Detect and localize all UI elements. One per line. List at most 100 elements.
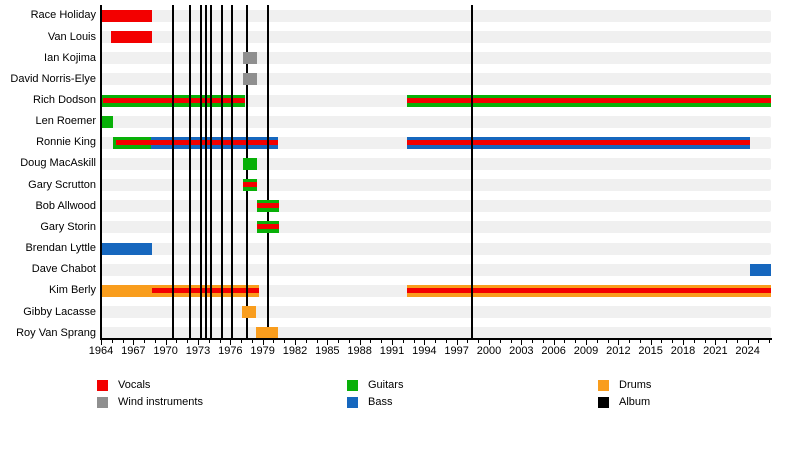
axis-tick-label: 1982 (282, 345, 308, 357)
axis-tick-label: 1997 (444, 345, 469, 357)
axis-tick (381, 340, 383, 343)
axis-tick (510, 340, 512, 343)
timeline-bar-guitars (407, 94, 771, 107)
axis-tick (456, 340, 458, 345)
axis-tick (726, 340, 728, 343)
axis-tick (295, 340, 296, 345)
axis-tick-label: 1985 (315, 345, 340, 357)
axis-tick (553, 340, 555, 345)
axis-tick-label: 2009 (573, 345, 599, 357)
member-label: Rich Dodson (33, 94, 96, 106)
album-line (171, 5, 174, 339)
axis-tick (693, 340, 695, 343)
album-line (470, 5, 473, 339)
axis-tick-label: 1994 (412, 345, 437, 357)
member-label: Roy Van Sprang (16, 326, 96, 339)
member-label: Brendan Lyttle (25, 242, 96, 255)
timeline-bar-drums (256, 327, 279, 340)
timeline-bar-bass (150, 136, 279, 149)
vocals-stripe (116, 139, 151, 145)
axis-tick (305, 340, 307, 343)
album-line (189, 5, 192, 339)
member-label: Ian Kojima (44, 51, 96, 64)
y-axis-line (100, 5, 102, 340)
axis-tick (521, 340, 523, 345)
axis-tick (402, 340, 404, 343)
axis-tick-label: 1973 (185, 345, 211, 357)
axis-tick-label: 2015 (638, 345, 663, 357)
timeline-bar-guitars (256, 200, 280, 213)
axis-tick (478, 340, 480, 343)
timeline-bar-vocals (111, 31, 152, 44)
legend-swatch-guitars (347, 380, 358, 391)
axis-tick (435, 340, 437, 343)
axis-tick (338, 340, 340, 343)
axis-tick (348, 340, 350, 343)
member-label: Doug MacAskill (20, 157, 96, 170)
timeline-bar-wind (243, 52, 257, 65)
timeline-bar-guitars (243, 157, 257, 170)
member-label: Dave Chabot (31, 263, 96, 276)
member-label: Bob Allwood (35, 199, 96, 212)
axis-tick-label: 2003 (509, 345, 534, 357)
member-label: Van Louis (47, 30, 96, 43)
axis-tick (359, 340, 361, 345)
axis-tick (532, 340, 534, 343)
axis-tick (499, 340, 501, 343)
vocals-stripe (256, 224, 280, 230)
axis-tick (133, 340, 135, 345)
legend-swatch-wind (97, 397, 108, 408)
axis-tick (747, 340, 749, 345)
timeline-bar-drums (241, 306, 257, 318)
axis-tick-label: 2000 (476, 345, 502, 357)
member-label: Race Holiday (30, 9, 96, 22)
axis-tick (154, 340, 156, 343)
axis-tick (219, 340, 221, 343)
vocals-stripe (407, 139, 750, 145)
axis-tick (758, 340, 760, 343)
vocals-stripe (256, 203, 280, 209)
album-line (210, 5, 213, 339)
axis-tick (467, 340, 469, 343)
timeline-bar-bass (407, 136, 750, 149)
axis-tick (769, 340, 771, 343)
axis-tick-label: 1991 (379, 345, 405, 357)
album-line (231, 5, 234, 339)
axis-tick-label: 1988 (347, 345, 372, 357)
axis-tick (208, 340, 210, 343)
legend-label: Wind instruments (118, 396, 203, 408)
vocals-stripe (103, 97, 245, 103)
axis-tick-label: 2006 (541, 345, 566, 357)
axis-tick (445, 340, 447, 343)
vocals-stripe (407, 287, 771, 293)
legend-label: Vocals (118, 379, 151, 391)
axis-tick (736, 340, 738, 343)
album-line (220, 5, 223, 339)
axis-tick (273, 340, 275, 343)
axis-tick (704, 340, 706, 343)
axis-tick (639, 340, 641, 343)
axis-tick (607, 340, 609, 343)
axis-tick-label: 2012 (606, 345, 631, 357)
vocals-stripe (407, 97, 771, 103)
member-label: Gibby Lacasse (23, 305, 96, 318)
axis-tick (596, 340, 598, 343)
vocals-stripe (243, 182, 257, 188)
member-label: David Norris-Elye (10, 72, 96, 85)
axis-tick-label: 2024 (735, 345, 760, 357)
legend-label: Guitars (368, 379, 404, 391)
axis-tick (715, 340, 717, 345)
legend-label: Album (619, 396, 651, 408)
member-label: Ronnie King (36, 136, 96, 149)
axis-tick (198, 340, 199, 345)
axis-tick (316, 340, 318, 343)
timeline-bar-drums (101, 284, 259, 297)
timeline-bar-wind (243, 73, 257, 86)
timeline-bar-drums (407, 284, 771, 297)
timeline-bar-bass (101, 242, 152, 255)
member-label: Len Roemer (35, 115, 96, 128)
axis-tick (101, 340, 102, 345)
timeline-bar-vocals (101, 9, 152, 22)
axis-tick (241, 340, 243, 343)
album-line (200, 5, 203, 339)
